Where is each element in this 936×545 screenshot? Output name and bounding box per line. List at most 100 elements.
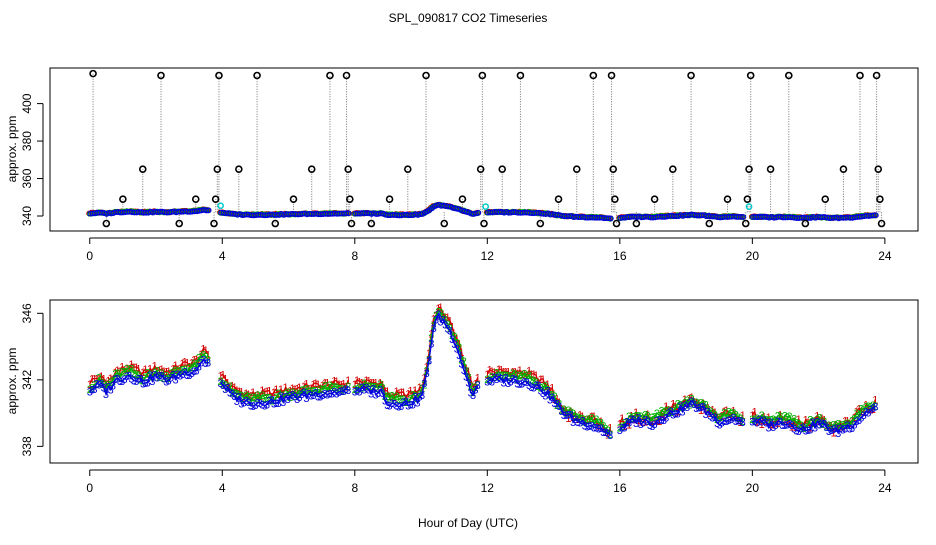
series-3-marker: 3 — [203, 358, 209, 370]
series-2-marker: 2 — [222, 379, 228, 391]
series-2-marker: 2 — [419, 383, 425, 395]
series-3-marker: 3 — [438, 317, 444, 329]
series-2-marker: 2 — [191, 358, 197, 370]
series-3-marker: 3 — [735, 415, 741, 427]
series-3-marker: 3 — [684, 402, 690, 414]
series-2-marker: 2 — [603, 424, 609, 436]
series-1-marker: 1 — [526, 366, 532, 378]
series-2-marker: 2 — [377, 379, 383, 391]
series-2-marker: 2 — [631, 411, 637, 423]
series-1-marker: 1 — [670, 399, 676, 411]
series-3-marker: 3 — [424, 368, 430, 380]
reference-point — [157, 71, 165, 80]
series-3-marker: 3 — [607, 430, 613, 442]
series-2-marker: 2 — [863, 401, 869, 413]
series-2-line — [89, 353, 209, 390]
series-2-marker: 2 — [454, 338, 460, 350]
series-3-marker: 3 — [823, 422, 829, 434]
series-2-marker: 2 — [472, 382, 478, 394]
reference-point — [344, 165, 352, 173]
series-3-marker: 3 — [517, 379, 523, 391]
series-1-marker: 1 — [306, 383, 312, 395]
series-3-marker: 3 — [269, 394, 275, 406]
series-3-marker: 3 — [426, 355, 432, 367]
series-3-marker: 3 — [313, 388, 319, 400]
series-3-marker: 3 — [229, 388, 235, 400]
series-3-marker: 3 — [817, 419, 823, 431]
series-3-marker: 3 — [593, 423, 599, 435]
series-3-line — [486, 375, 611, 436]
series-3-marker: 3 — [775, 416, 781, 428]
series-2-marker: 2 — [833, 420, 839, 432]
series-3-marker: 3 — [451, 339, 457, 351]
series-3-marker: 3 — [584, 422, 590, 434]
series-3-point — [870, 212, 877, 219]
series-2-marker: 2 — [759, 410, 765, 422]
series-1-marker: 1 — [327, 382, 333, 394]
series-1-marker: 1 — [740, 410, 746, 422]
series-3-marker: 3 — [865, 408, 871, 420]
series-1-marker: 1 — [203, 345, 209, 357]
series-1-marker: 1 — [545, 379, 551, 391]
series-3-marker: 3 — [730, 413, 736, 425]
series-2-marker: 2 — [154, 366, 160, 378]
series-3-marker: 3 — [243, 395, 249, 407]
series-3-marker: 3 — [266, 396, 272, 408]
series-2-marker: 2 — [770, 414, 776, 426]
series-1-marker: 1 — [633, 407, 639, 419]
series-1-marker: 1 — [163, 366, 169, 378]
series-1-marker: 1 — [262, 387, 268, 399]
series-3-marker: 3 — [489, 376, 495, 388]
series-2-marker: 2 — [368, 381, 374, 393]
series-1-line — [220, 373, 349, 399]
series-2-marker: 2 — [398, 394, 404, 406]
series-3-marker: 3 — [175, 369, 181, 381]
series-2-marker: 2 — [754, 413, 760, 425]
series-2-marker: 2 — [301, 385, 307, 397]
series-3-point — [345, 210, 352, 217]
series-2-marker: 2 — [238, 391, 244, 403]
series-3-marker: 3 — [264, 400, 270, 412]
series-1-marker: 1 — [635, 415, 641, 427]
series-2-marker: 2 — [521, 369, 527, 381]
series-2-marker: 2 — [138, 374, 144, 386]
series-3-marker: 3 — [705, 407, 711, 419]
series-3-marker: 3 — [847, 424, 853, 436]
series-3-marker: 3 — [870, 403, 876, 415]
series-3-marker: 3 — [380, 388, 386, 400]
series-3-marker: 3 — [749, 416, 755, 428]
series-2-marker: 2 — [577, 413, 583, 425]
series-2-marker: 2 — [444, 319, 450, 331]
reference-point — [554, 195, 563, 203]
series-3-marker: 3 — [259, 400, 265, 412]
series-3-marker: 3 — [172, 374, 178, 386]
series-2-marker: 2 — [396, 394, 402, 406]
series-2-marker: 2 — [535, 381, 541, 393]
series-1-marker: 1 — [329, 380, 335, 392]
series-2-marker: 2 — [250, 392, 256, 404]
reference-point — [589, 71, 598, 80]
series-3-marker: 3 — [449, 334, 455, 346]
series-2-marker: 2 — [589, 412, 595, 424]
series-1-marker: 1 — [759, 419, 765, 431]
series-3-marker: 3 — [94, 378, 100, 390]
series-3-marker: 3 — [693, 403, 699, 415]
series-3-marker: 3 — [582, 421, 588, 433]
series-2-marker: 2 — [793, 418, 799, 430]
series-1-marker: 1 — [703, 404, 709, 416]
series-2-marker: 2 — [645, 411, 651, 423]
series-3-marker: 3 — [475, 380, 481, 392]
series-1-marker: 1 — [707, 408, 713, 420]
top-x-tick-label: 4 — [219, 249, 226, 263]
series-2-marker: 2 — [271, 395, 277, 407]
series-2-marker: 2 — [526, 370, 532, 382]
series-1-marker: 1 — [768, 419, 774, 431]
series-3-marker: 3 — [851, 419, 857, 431]
series-2-marker: 2 — [159, 368, 165, 380]
series-1-marker: 1 — [138, 371, 144, 383]
series-2-marker: 2 — [538, 382, 544, 394]
series-2-marker: 2 — [812, 418, 818, 430]
series-1-marker: 1 — [308, 383, 314, 395]
series-2-marker: 2 — [356, 382, 362, 394]
series-1-marker: 1 — [133, 362, 139, 374]
